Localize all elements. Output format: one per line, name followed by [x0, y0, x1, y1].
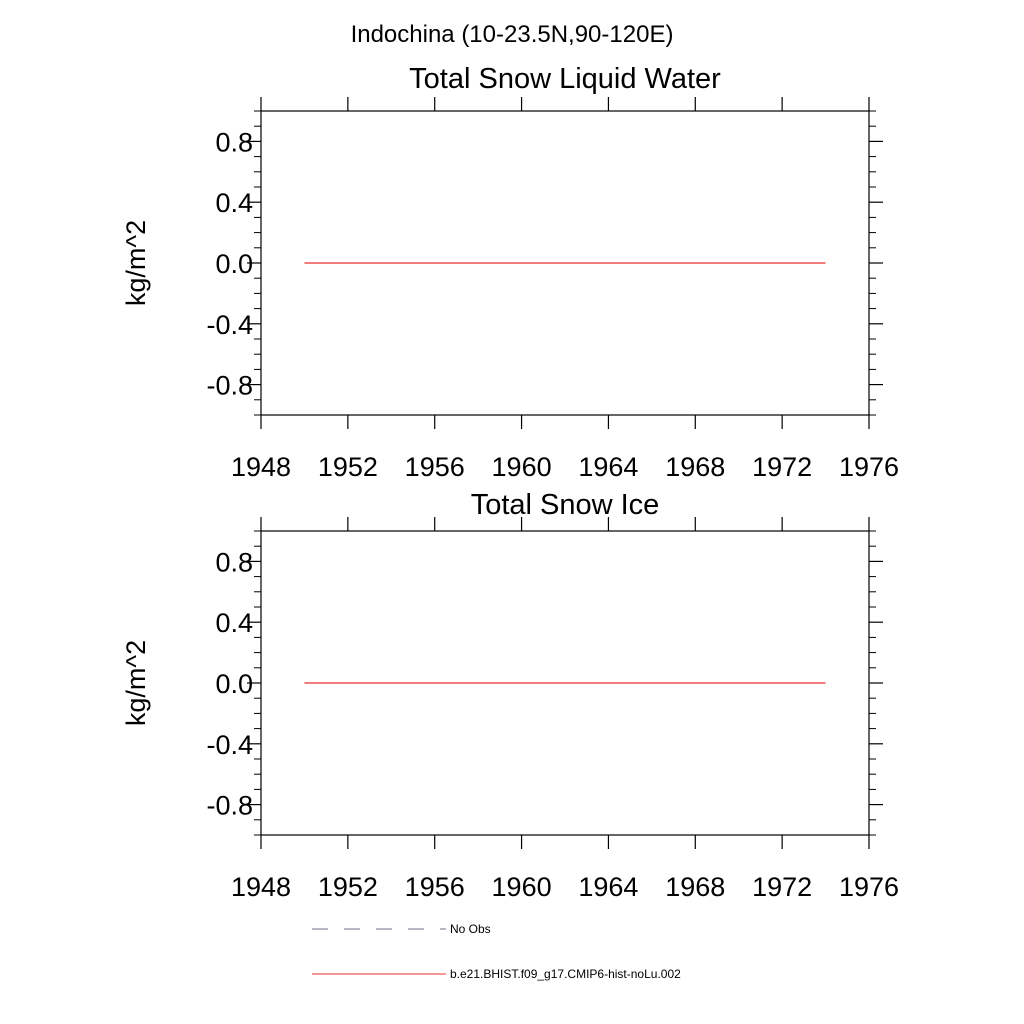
y-tick-label: 0.4: [215, 608, 253, 638]
y-tick-label: 0.8: [215, 127, 253, 157]
y-tick-label: 0.4: [215, 188, 253, 218]
x-tick-label: 1960: [492, 452, 552, 482]
y-tick-label: -0.8: [206, 371, 253, 401]
x-tick-label: 1972: [752, 452, 812, 482]
x-tick-label: 1948: [231, 872, 291, 902]
x-tick-label: 1968: [665, 872, 725, 902]
x-tick-label: 1968: [665, 452, 725, 482]
x-tick-label: 1964: [578, 452, 638, 482]
x-tick-label: 1976: [839, 452, 899, 482]
x-tick-label: 1952: [318, 872, 378, 902]
x-tick-label: 1976: [839, 872, 899, 902]
y-tick-label: 0.0: [215, 669, 253, 699]
x-tick-label: 1956: [405, 872, 465, 902]
x-tick-label: 1948: [231, 452, 291, 482]
y-axis-label: kg/m^2: [121, 220, 151, 306]
y-tick-label: 0.0: [215, 249, 253, 279]
legend-label: b.e21.BHIST.f09_g17.CMIP6-hist-noLu.002: [450, 967, 681, 981]
x-tick-label: 1956: [405, 452, 465, 482]
y-tick-label: -0.4: [206, 730, 253, 760]
y-tick-label: 0.8: [215, 547, 253, 577]
y-tick-label: -0.8: [206, 791, 253, 821]
figure-suptitle: Indochina (10-23.5N,90-120E): [351, 21, 674, 48]
x-tick-label: 1964: [578, 872, 638, 902]
chart-title: Total Snow Liquid Water: [409, 63, 721, 95]
legend-label: No Obs: [450, 922, 491, 936]
legend: No Obs b.e21.BHIST.f09_g17.CMIP6-hist-noL…: [312, 922, 681, 981]
x-tick-label: 1952: [318, 452, 378, 482]
panel-total-snow-ice: Total Snow Ice 1948 1952 1956 1960 1964 1968 19…: [121, 489, 899, 902]
y-axis-label: kg/m^2: [121, 640, 151, 726]
y-tick-label: -0.4: [206, 310, 253, 340]
chart-title: Total Snow Ice: [471, 489, 660, 521]
x-tick-label: 1960: [492, 872, 552, 902]
panel-total-snow-liquid-water: Total Snow Liquid Water 1948 1952 1956 1960 1…: [121, 63, 899, 482]
x-tick-label: 1972: [752, 872, 812, 902]
